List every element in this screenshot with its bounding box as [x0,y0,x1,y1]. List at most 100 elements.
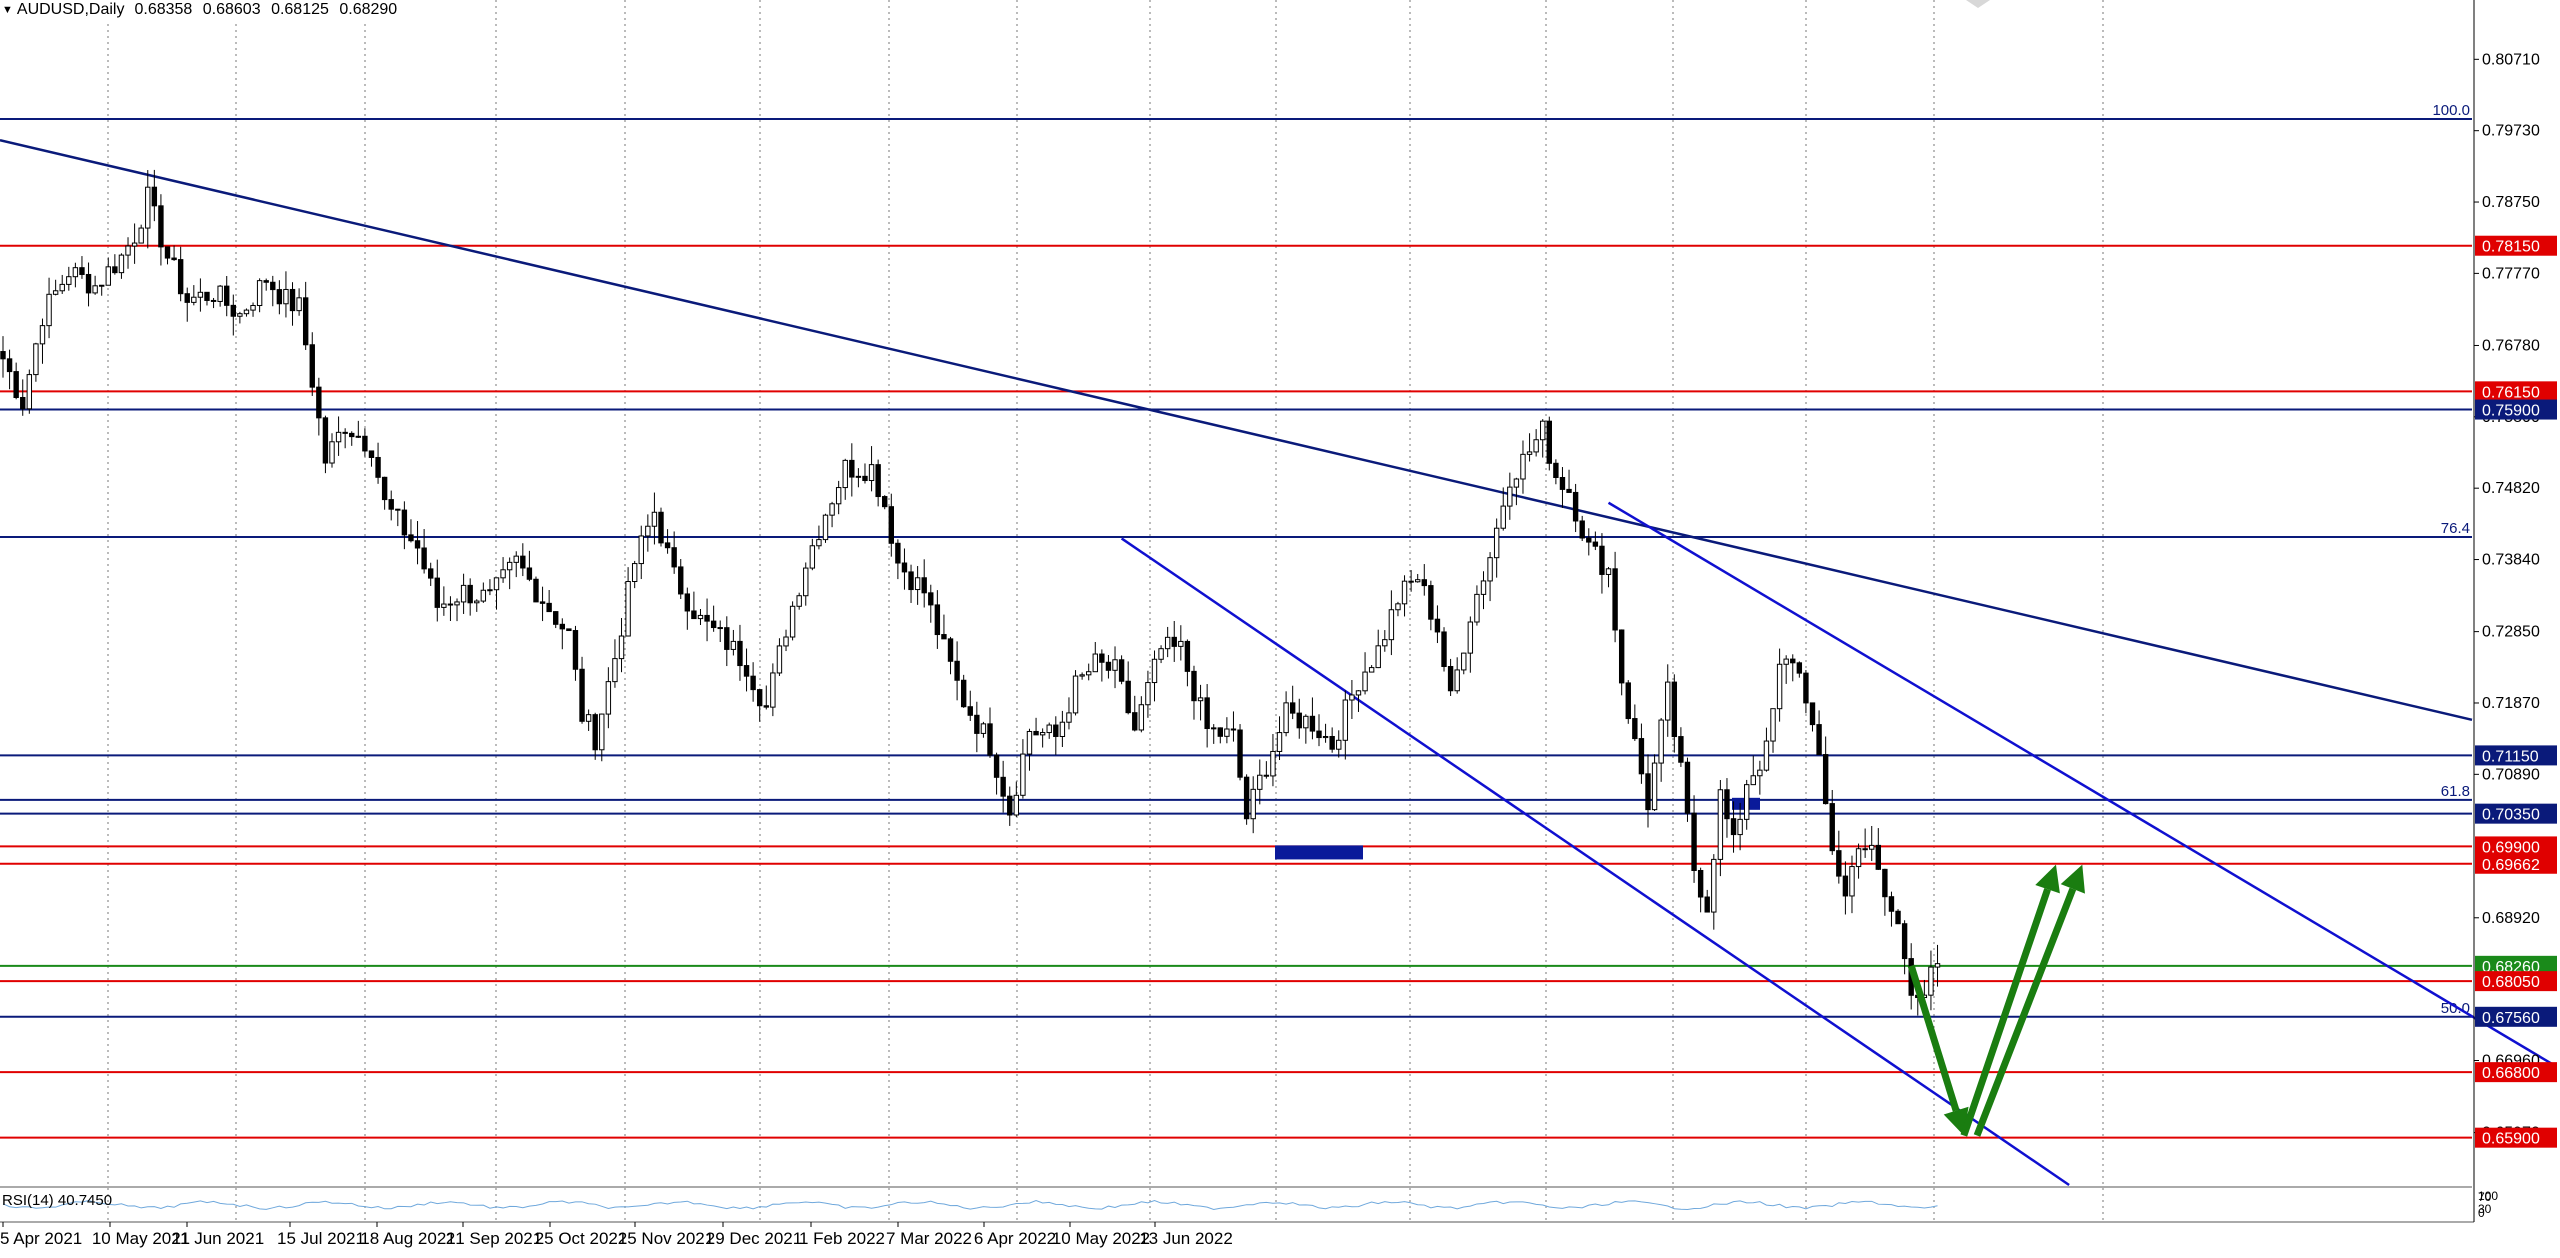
forecast-arrow-head-icon[interactable] [1943,1106,1969,1136]
price-tick-label: 0.76780 [2482,337,2540,354]
candle-body [1704,896,1710,913]
candle-body [1658,719,1664,764]
candle-body [428,568,434,579]
candle-body [513,555,519,563]
channel-upper-line[interactable] [1607,501,2557,1068]
candle-body [980,723,987,734]
candle-body [210,299,217,302]
candle-body [717,627,723,630]
candle-body [197,291,204,298]
candle-body [993,754,1000,778]
candle-body [809,545,816,569]
channel-lower-line[interactable] [1120,537,2070,1187]
candle-body [770,672,776,708]
candle-body [1763,740,1770,771]
candle-body [546,602,552,613]
candle-body [1816,724,1822,756]
candle-body [1375,645,1381,669]
date-tick-label: 1 Feb 2022 [799,1229,885,1248]
candle-body [1382,639,1388,647]
candle-body [1415,579,1421,583]
candle-body [151,186,158,207]
candle-body [1072,675,1079,714]
candle-body [1039,732,1046,736]
forecast-arrow-head-icon[interactable] [2035,864,2060,894]
candle-body [177,259,184,295]
candle-body [803,567,809,597]
candle-body [1461,652,1467,671]
candle-body [454,601,460,606]
candle-body [1546,420,1552,464]
candle-body [572,630,579,670]
candle-body [1178,640,1184,647]
candle-body [730,640,737,650]
candle-body [605,681,612,715]
candle-body [1790,658,1796,664]
candle-body [1493,527,1500,559]
candle-body [66,276,72,285]
candle-body [1099,653,1105,663]
candle-body [1783,658,1789,665]
candle-body [1730,818,1737,836]
candle-body [1428,585,1434,620]
candle-body [822,514,829,541]
candle-body [1046,724,1052,734]
candle-body [1368,667,1375,673]
price-tick-label: 0.70890 [2482,766,2540,783]
forecast-arrow-head-icon[interactable] [2060,864,2085,894]
menu-triangle-icon[interactable]: ▼ [2,4,13,16]
candle-body [217,285,223,302]
candle-body [941,634,947,640]
candle-body [1059,721,1066,737]
candle-body [664,542,671,549]
candle-body [1447,666,1454,692]
candle-body [1013,794,1020,816]
price-tick-label: 0.71870 [2482,695,2540,712]
price-tag-blue [2475,745,2557,766]
candle-body [1605,568,1612,575]
candle-body [1645,773,1651,811]
candle-body [20,397,26,410]
candle-body [1362,671,1368,692]
candle-body [1842,875,1849,897]
candle-body [1691,812,1697,872]
candle-body [796,595,802,607]
rsi-line [2,1200,1938,1210]
candle-body [1526,451,1533,455]
high-value: 0.68603 [202,1,261,18]
date-tick-label: 10 May 2022 [1052,1229,1150,1248]
price-tag-label: 0.69662 [2482,857,2540,874]
candle-body [1599,545,1605,575]
candle-body [381,476,388,501]
candle-body [1184,640,1191,672]
candle-body [1092,653,1098,673]
candle-body [1520,453,1526,480]
ohlc-values: 0.68358 0.68603 0.68125 0.68290 [134,1,403,19]
price-tick-label: 0.72850 [2482,624,2540,641]
forecast-arrow-shaft[interactable] [1960,888,2051,1137]
candle-body [1026,730,1033,755]
price-tick-label: 0.80710 [2482,51,2540,68]
long-term-downtrend-line[interactable] [0,138,2473,722]
candle-body [1329,735,1335,750]
price-tick-label: 0.77770 [2482,265,2540,282]
candle-body [1401,580,1408,605]
price-tick-label: 0.73840 [2482,552,2540,569]
candle-body [1211,727,1217,730]
candle-body [329,441,335,464]
candle-body [1507,486,1513,507]
candle-body [1322,735,1329,739]
candle-body [375,456,381,478]
candle-body [1118,659,1125,682]
forecast-arrow-shaft[interactable] [1973,887,2077,1137]
price-tag-blue [2475,1006,2557,1027]
candle-body [302,297,309,346]
forecast-arrow-shaft[interactable] [1907,964,1960,1112]
price-tick-label: 0.78750 [2482,194,2540,211]
candle-body [566,628,572,632]
candle-body [592,714,598,751]
